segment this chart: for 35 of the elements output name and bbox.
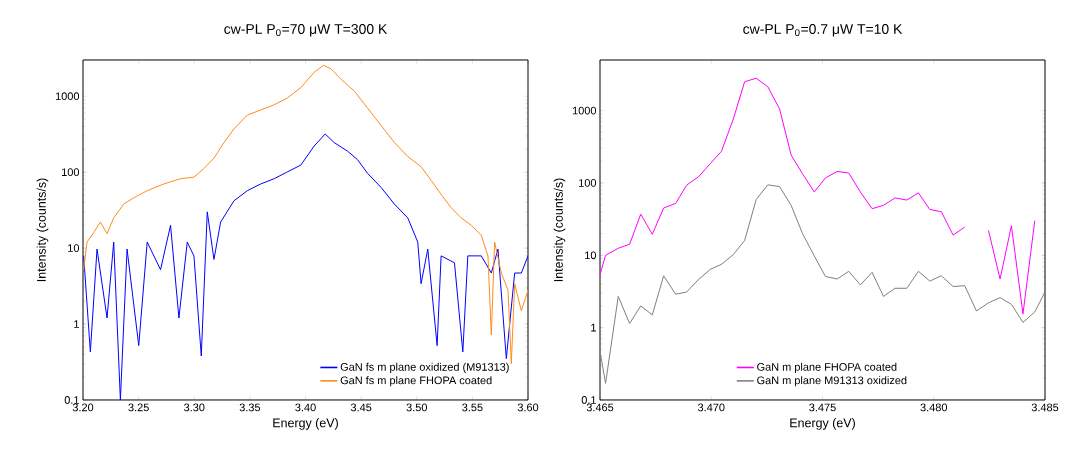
x-tick-label: 3.50 bbox=[406, 403, 427, 412]
y-tick-label: 1 bbox=[74, 320, 79, 328]
x-tick-label: 3.20 bbox=[72, 403, 94, 412]
y-tick-label: 0.1 bbox=[581, 396, 596, 404]
x-tick-label: 3.60 bbox=[517, 403, 539, 412]
chart-title: cw-PL P$_{0}$=70 μW T=300 K bbox=[224, 24, 388, 37]
y-tick-label: 1 bbox=[591, 323, 596, 332]
y-tick-label: 10 bbox=[585, 251, 597, 260]
x-tick-label: 3.35 bbox=[239, 403, 261, 412]
line-series bbox=[83, 133, 529, 400]
x-tick-label: 3.480 bbox=[920, 403, 948, 412]
x-tick-label: 3.475 bbox=[809, 403, 836, 412]
x-tick-label: 3.30 bbox=[184, 403, 205, 412]
x-tick-label: 3.40 bbox=[295, 403, 316, 412]
y-tick-label: 100 bbox=[62, 168, 80, 177]
y-tick-label: 100 bbox=[579, 179, 597, 187]
legend-label: GaN m plane M91313 oxidized bbox=[757, 376, 907, 387]
y-axis-title: Intensity (counts/s) bbox=[36, 178, 49, 282]
y-axis-title: Intensity (counts/s) bbox=[553, 178, 566, 282]
y-tick-label: 1000 bbox=[55, 92, 80, 101]
x-axis-title: Energy (eV) bbox=[790, 418, 855, 430]
legend-label: GaN m plane FHOPA coated bbox=[757, 362, 897, 373]
x-tick-label: 3.25 bbox=[128, 403, 149, 412]
x-tick-label: 3.485 bbox=[1031, 403, 1059, 412]
x-tick-label: 3.45 bbox=[350, 403, 372, 412]
chart-title: cw-PL P$_{0}$=0.7 μW T=10 K bbox=[743, 24, 903, 37]
x-tick-label: 3.55 bbox=[462, 403, 483, 412]
legend-label: GaN fs m plane oxidized (M91313) bbox=[340, 362, 509, 373]
x-tick-label: 3.465 bbox=[586, 403, 614, 412]
x-tick-label: 3.470 bbox=[697, 403, 725, 412]
y-tick-label: 0.1 bbox=[64, 396, 79, 404]
x-axis-title: Energy (eV) bbox=[273, 418, 338, 430]
y-tick-label: 10 bbox=[68, 244, 80, 252]
legend-label: GaN fs m plane FHOPA coated bbox=[340, 376, 492, 387]
y-tick-label: 1000 bbox=[572, 106, 597, 115]
